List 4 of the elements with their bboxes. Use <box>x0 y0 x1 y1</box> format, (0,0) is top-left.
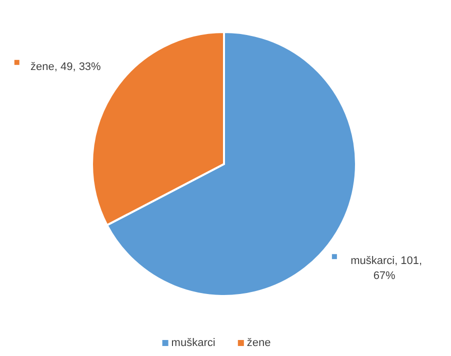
data-label: muškarci, 101, 67% <box>350 255 422 282</box>
legend-label: muškarci <box>171 336 216 349</box>
data-label: žene, 49, 33% <box>30 60 102 73</box>
legend-label: žene <box>246 336 271 349</box>
